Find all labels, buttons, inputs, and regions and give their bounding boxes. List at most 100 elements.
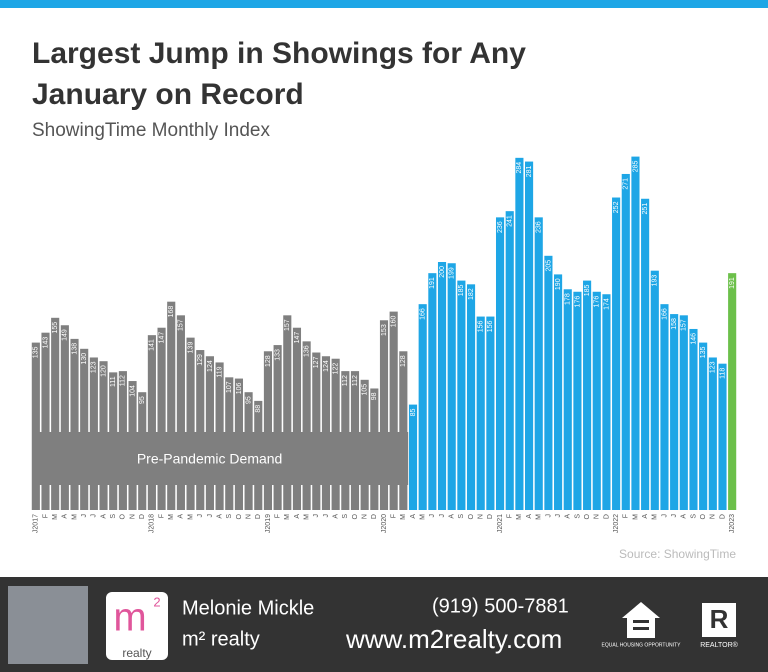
x-tick-label: M [420, 514, 427, 520]
value-label: 119 [216, 366, 223, 377]
bar [263, 351, 273, 510]
annotation-band [32, 432, 409, 485]
x-tick-label: J [197, 514, 204, 518]
source: Source: ShowingTime [619, 547, 736, 561]
x-tick-label: N [362, 514, 369, 519]
x-tick-label: O [352, 513, 359, 519]
chart-subtitle: ShowingTime Monthly Index [32, 120, 270, 141]
bar [621, 173, 630, 510]
x-tick-label: N [478, 514, 485, 519]
agent-name: Melonie Mickle [182, 597, 314, 619]
bar [505, 211, 514, 510]
x-tick-label: J [81, 514, 88, 518]
x-tick-label: J [555, 514, 562, 518]
x-tick-label: J2021 [497, 514, 504, 533]
x-tick-label: A [410, 514, 417, 519]
bar [379, 320, 389, 510]
value-label: 135 [33, 347, 40, 359]
logo-text: realty [122, 646, 151, 660]
bar [447, 263, 456, 510]
value-label: 143 [42, 337, 49, 349]
value-label: 112 [120, 375, 127, 386]
value-label: 136 [303, 345, 310, 357]
value-label: 284 [516, 162, 523, 174]
x-tick-label: M [303, 514, 310, 520]
bar [31, 342, 40, 510]
bar [176, 315, 185, 510]
x-tick-label: S [690, 514, 697, 519]
plot: 135 J2017 143 F 155 M 149 A 138 M 130 J 123 J 120 A 111 S… [31, 156, 737, 533]
bar [476, 316, 485, 510]
value-label: 193 [652, 275, 659, 287]
bar [273, 345, 282, 510]
x-tick-label: N [594, 514, 601, 519]
bar [428, 273, 437, 510]
x-tick-label: D [139, 514, 146, 519]
value-label: 98 [371, 392, 378, 400]
logo-sup: 2 [153, 594, 160, 609]
value-label: 120 [100, 365, 107, 377]
value-label: 190 [555, 278, 562, 290]
x-tick-label: F [507, 514, 514, 518]
x-tick-label: J [323, 514, 330, 518]
x-tick-label: J [91, 514, 98, 518]
value-label: 205 [545, 260, 552, 272]
bar [554, 274, 563, 510]
value-label: 285 [632, 161, 639, 173]
value-label: 127 [313, 356, 320, 368]
x-tick-label: J [661, 514, 668, 518]
value-label: 88 [255, 405, 262, 413]
value-label: 123 [710, 361, 717, 373]
x-tick-label: J2017 [33, 514, 40, 533]
x-tick-label: J [207, 514, 214, 518]
value-label: 156 [487, 320, 494, 332]
x-tick-label: M [168, 514, 175, 520]
x-tick-label: S [110, 514, 117, 519]
equal-housing-icon [633, 627, 649, 630]
value-label: 191 [729, 277, 736, 289]
x-tick-label: S [458, 514, 465, 519]
value-label: 166 [420, 308, 427, 320]
x-tick-label: J [545, 514, 552, 518]
x-tick-label: J [429, 514, 436, 518]
value-label: 122 [332, 363, 339, 375]
value-label: 107 [226, 381, 233, 393]
bar [457, 280, 466, 510]
bar [708, 357, 717, 510]
value-label: 191 [429, 277, 436, 289]
x-tick-label: F [274, 514, 281, 518]
bar [399, 351, 408, 510]
x-tick-label: O [236, 513, 243, 519]
value-label: 182 [468, 288, 475, 300]
value-label: 251 [642, 203, 649, 215]
value-label: 124 [207, 360, 214, 372]
x-tick-label: A [178, 514, 185, 519]
value-label: 112 [342, 375, 349, 386]
equal-housing-text: EQUAL HOUSING OPPORTUNITY [602, 642, 682, 648]
x-tick-label: A [294, 514, 301, 519]
value-label: 111 [110, 376, 117, 387]
bar [186, 337, 195, 510]
x-tick-label: D [371, 514, 378, 519]
value-label: 199 [449, 267, 456, 279]
bar [167, 301, 176, 510]
realtor-icon [702, 603, 736, 637]
logo [106, 592, 168, 660]
bar [670, 314, 679, 510]
bar [312, 352, 321, 510]
value-label: 128 [265, 355, 272, 367]
value-label: 176 [594, 296, 601, 308]
x-tick-label: O [468, 513, 475, 519]
bar [466, 284, 476, 510]
x-tick-label: A [526, 514, 533, 519]
x-tick-label: D [487, 514, 494, 519]
x-tick-label: M [71, 514, 78, 520]
chart-title: Largest Jump in Showings for Any [32, 37, 526, 70]
x-tick-label: F [623, 514, 630, 518]
value-label: 104 [129, 385, 136, 397]
value-label: 130 [81, 353, 88, 365]
bar [525, 161, 534, 510]
x-tick-label: A [681, 514, 688, 519]
x-tick-label: J2018 [149, 514, 156, 533]
value-label: 146 [690, 333, 697, 345]
